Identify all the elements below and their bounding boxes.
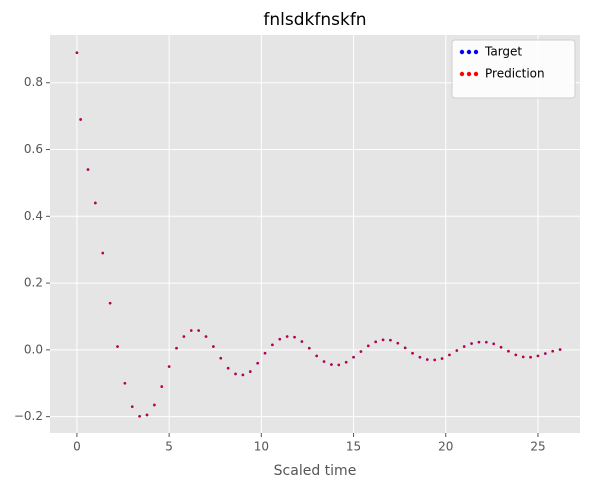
legend-marker: [459, 49, 465, 55]
y-tick-label: 0.4: [24, 209, 43, 223]
point: [330, 363, 333, 366]
point: [440, 357, 444, 360]
legend-label: Target: [484, 45, 522, 59]
point: [477, 340, 481, 344]
point: [529, 355, 532, 359]
point: [462, 345, 466, 348]
point: [116, 345, 119, 348]
point: [448, 353, 451, 357]
point: [514, 353, 518, 357]
x-tick-label: 15: [346, 440, 361, 454]
point: [241, 373, 245, 377]
point: [403, 346, 407, 350]
legend-box: [451, 39, 576, 99]
point: [226, 366, 230, 370]
point: [204, 335, 208, 338]
point: [544, 352, 547, 355]
legend-marker: [466, 71, 472, 77]
point: [359, 350, 363, 353]
point: [138, 415, 141, 418]
y-tick-label: 0.6: [24, 142, 43, 156]
point: [75, 51, 79, 54]
marks: [75, 51, 562, 418]
point: [197, 329, 200, 332]
point: [101, 251, 105, 255]
point: [374, 340, 377, 344]
point: [145, 413, 149, 417]
legend: Target Prediction: [451, 39, 576, 99]
point: [182, 335, 186, 338]
point: [551, 349, 555, 353]
point: [381, 338, 385, 342]
point: [153, 403, 156, 407]
x-tick-label: 0: [73, 440, 81, 454]
point: [322, 360, 326, 363]
point: [499, 345, 503, 349]
point: [256, 361, 259, 365]
x-tick-label: 5: [165, 440, 173, 454]
x-axis-label: Scaled time: [274, 463, 357, 479]
x-tick-label: 25: [530, 440, 545, 454]
point: [160, 385, 164, 388]
x-tick-label: 20: [438, 440, 453, 454]
y-tick-label: 0.0: [24, 342, 43, 356]
point: [521, 355, 525, 359]
point: [470, 342, 473, 345]
point: [123, 381, 127, 385]
point: [337, 363, 341, 367]
point: [352, 355, 355, 359]
point: [86, 168, 90, 171]
point: [507, 349, 510, 353]
point: [418, 355, 422, 359]
point: [426, 358, 429, 361]
point: [558, 348, 562, 351]
y-tick-label: 0.2: [24, 276, 43, 290]
point: [189, 329, 193, 332]
legend-marker: [473, 49, 479, 55]
legend-marker: [466, 49, 472, 55]
grid: 0 5 10 15 20 25 −0.2 0.0 0.2 0.4 0.6 0.8: [14, 35, 580, 454]
point: [94, 201, 97, 205]
plot-area: [50, 35, 580, 433]
point: [300, 340, 304, 343]
point: [307, 346, 311, 350]
point: [175, 346, 178, 350]
point: [79, 118, 82, 121]
point: [396, 341, 400, 345]
legend-label: Prediction: [485, 67, 545, 81]
point: [167, 365, 171, 368]
point: [263, 351, 267, 355]
point: [485, 340, 488, 344]
point: [433, 358, 436, 362]
y-tick-label: −0.2: [14, 409, 43, 423]
point: [219, 356, 223, 360]
point: [315, 354, 318, 358]
legend-marker: [459, 71, 465, 77]
point: [130, 405, 134, 408]
y-tick-label: 0.8: [24, 75, 43, 89]
point: [536, 354, 540, 358]
point: [389, 338, 392, 342]
point: [293, 335, 296, 339]
point: [344, 360, 348, 364]
point: [411, 351, 414, 355]
point: [278, 337, 282, 341]
point: [248, 370, 252, 373]
x-tick-label: 10: [254, 440, 269, 454]
chart-title: fnlsdkfnskfn: [263, 10, 366, 30]
point: [271, 343, 274, 347]
legend-marker: [473, 71, 479, 77]
point: [492, 342, 495, 346]
point: [234, 372, 237, 376]
point: [212, 345, 215, 348]
point: [455, 349, 459, 352]
point: [285, 335, 289, 338]
point: [108, 301, 112, 305]
point: [366, 344, 370, 348]
